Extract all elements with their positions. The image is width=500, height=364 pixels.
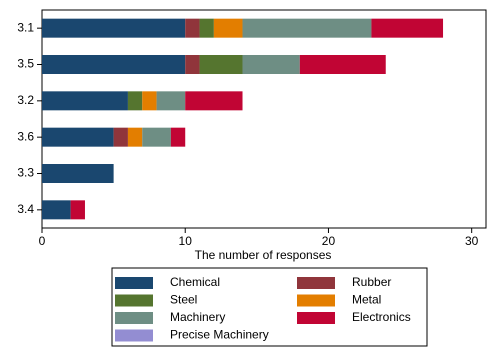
bar-segment bbox=[42, 200, 71, 220]
bar-segment bbox=[199, 18, 214, 38]
bar-segment bbox=[299, 55, 386, 74]
legend-label: Rubber bbox=[352, 275, 391, 289]
bar-segment bbox=[42, 55, 186, 74]
bar-segment bbox=[142, 91, 157, 111]
legend-swatch bbox=[297, 312, 335, 324]
bar-segment bbox=[242, 55, 300, 74]
bar-segment bbox=[170, 127, 186, 147]
bar-segment bbox=[42, 127, 114, 147]
x-axis-title: The number of responses bbox=[195, 248, 332, 262]
bar-segment bbox=[42, 18, 186, 38]
bar-segment bbox=[142, 127, 171, 147]
bar-segment bbox=[213, 18, 243, 38]
y-tick-label: 3.4 bbox=[17, 202, 34, 216]
y-tick-label: 3.2 bbox=[17, 93, 34, 107]
y-tick-label: 3.6 bbox=[17, 129, 34, 143]
bar-segment bbox=[70, 200, 85, 220]
bar-segment bbox=[185, 18, 200, 38]
legend-box bbox=[111, 267, 428, 347]
legend-label: Metal bbox=[352, 293, 381, 307]
plot-frame bbox=[41, 9, 487, 229]
bar-segment bbox=[42, 164, 114, 183]
legend-label: Steel bbox=[170, 293, 197, 307]
x-tick-label: 20 bbox=[322, 234, 336, 248]
legend-swatch bbox=[115, 312, 153, 324]
legend-swatch bbox=[297, 277, 335, 289]
legend-swatch bbox=[115, 294, 153, 307]
legend-swatch bbox=[115, 329, 153, 342]
legend-label: Electronics bbox=[352, 310, 411, 324]
bar-segment bbox=[242, 18, 372, 38]
bar-segment bbox=[371, 18, 444, 38]
x-tick-label: 0 bbox=[39, 234, 46, 248]
bar-segment bbox=[199, 55, 243, 74]
legend-swatch bbox=[297, 294, 335, 307]
y-tick-label: 3.3 bbox=[17, 166, 34, 180]
x-tick-label: 30 bbox=[465, 234, 479, 248]
bar-segment bbox=[156, 91, 186, 111]
legend-label: Chemical bbox=[170, 275, 220, 289]
bar-segment bbox=[127, 127, 143, 147]
x-tick-label: 10 bbox=[179, 234, 193, 248]
bar-segment bbox=[185, 91, 243, 111]
bar-segment bbox=[113, 127, 128, 147]
y-tick-label: 3.1 bbox=[17, 20, 34, 34]
bar-segment bbox=[185, 55, 200, 74]
bar-segment bbox=[127, 91, 143, 111]
legend-swatch bbox=[115, 277, 153, 289]
legend-label: Precise Machinery bbox=[170, 328, 269, 342]
legend-label: Machinery bbox=[170, 310, 225, 324]
bar-segment bbox=[42, 91, 128, 111]
y-tick-label: 3.5 bbox=[17, 57, 34, 71]
